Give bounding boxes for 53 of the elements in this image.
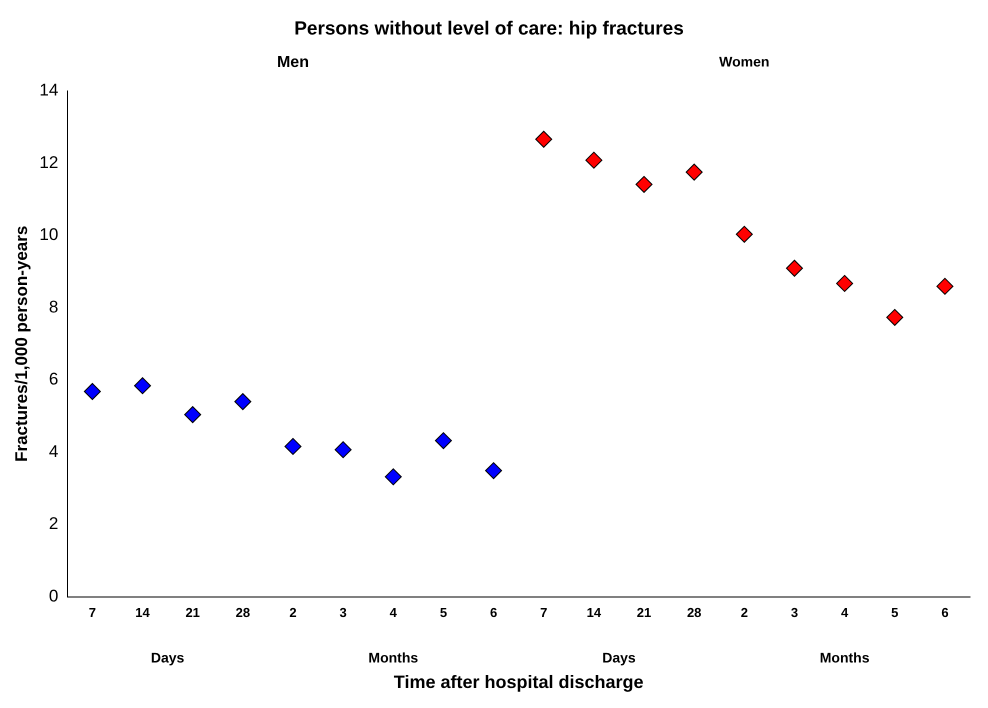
text: Days	[150, 650, 185, 666]
chart-title: Persons without level of care: hip fractures	[294, 18, 684, 40]
point	[686, 164, 703, 181]
x-tick-label: 28	[686, 605, 702, 620]
point	[535, 130, 552, 148]
x-tick-label: 14	[135, 605, 151, 620]
point	[636, 176, 653, 193]
point	[736, 226, 753, 243]
point	[786, 260, 803, 277]
point	[284, 438, 302, 455]
x-tick-label: 3	[790, 605, 798, 620]
y-tick-label: 10	[39, 225, 58, 244]
point	[585, 152, 602, 169]
y-axis-title: Fractures/1,000 person-years	[12, 226, 31, 462]
x-tick-label: 4	[841, 605, 850, 620]
point	[434, 432, 452, 450]
y-tick-label: 0	[48, 586, 58, 606]
point	[485, 462, 502, 480]
x-tick-label: 14	[586, 605, 602, 620]
x-tick-label: 6	[941, 605, 949, 620]
x-tick-label: 21	[185, 605, 200, 620]
point	[334, 441, 352, 458]
point	[184, 406, 202, 424]
y-tick-label: 2	[48, 514, 58, 534]
point	[936, 278, 954, 295]
y-tick-label: 14	[39, 80, 58, 100]
text: Men	[276, 54, 309, 72]
point	[84, 383, 101, 400]
point	[134, 377, 152, 394]
x-tick-label: 2	[289, 605, 297, 620]
x-tick-label: 5	[440, 605, 448, 620]
text: Days	[602, 650, 636, 666]
x-tick-label: 2	[740, 605, 748, 620]
point	[384, 468, 402, 486]
point	[886, 308, 904, 326]
x-tick-label: 6	[490, 605, 498, 620]
text: Months	[820, 650, 870, 666]
y-tick-label: 4	[48, 442, 58, 461]
x-tick-label: 3	[340, 605, 347, 620]
x-tick-label: 7	[88, 605, 96, 620]
text: Months	[368, 650, 418, 666]
x-tick-label: 4	[390, 605, 398, 620]
y-tick-label: 12	[39, 152, 58, 172]
y-tick-label: 8	[48, 297, 58, 316]
x-axis-title: Time after hospital discharge	[394, 672, 644, 692]
x-tick-label: 28	[236, 605, 250, 620]
x-tick-label: 7	[540, 605, 548, 620]
point	[836, 274, 854, 292]
x-tick-label: 21	[636, 605, 652, 620]
x-tick-label: 5	[891, 605, 898, 620]
y-tick-label: 6	[48, 370, 58, 389]
point	[234, 393, 252, 410]
text: Women	[719, 54, 770, 70]
